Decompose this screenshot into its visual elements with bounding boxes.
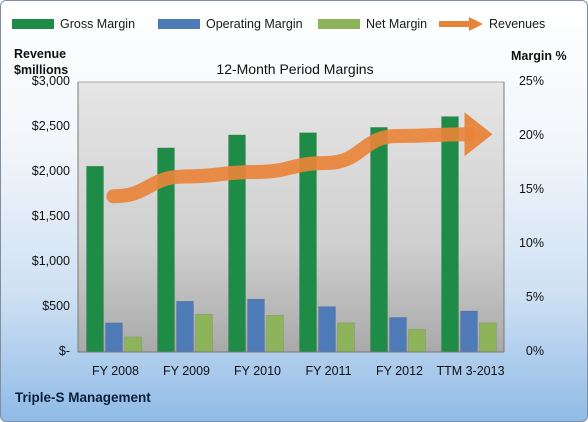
legend-item-net-margin: Net Margin bbox=[318, 14, 427, 34]
right-tick-label-3: 15% bbox=[518, 182, 544, 196]
bar-operating-margin-1 bbox=[176, 300, 194, 353]
bar-net-margin-5 bbox=[479, 322, 497, 353]
bar-operating-margin-5 bbox=[460, 310, 478, 353]
legend-label-net-margin: Net Margin bbox=[366, 17, 428, 31]
legend-swatch-net-margin bbox=[318, 19, 360, 29]
bar-net-margin-2 bbox=[266, 315, 284, 353]
bar-operating-margin-2 bbox=[247, 298, 265, 353]
revenues-arrowhead bbox=[464, 112, 493, 157]
bar-operating-margin-4 bbox=[389, 317, 407, 353]
left-axis-title-line2: $millions bbox=[14, 63, 69, 77]
right-tick-label-2: 10% bbox=[518, 236, 544, 250]
chart-legend: Gross Margin Operating Margin Net Margin… bbox=[1, 14, 587, 34]
legend-label-operating-margin: Operating Margin bbox=[206, 17, 303, 31]
legend-item-gross-margin: Gross Margin bbox=[12, 14, 135, 34]
bar-net-margin-4 bbox=[408, 329, 426, 353]
right-tick-label-4: 20% bbox=[518, 128, 544, 142]
bar-gross-margin-0 bbox=[86, 165, 104, 353]
right-tick-label-1: 5% bbox=[525, 290, 544, 304]
left-tick-label-3: $1,500 bbox=[31, 209, 70, 223]
bar-net-margin-0 bbox=[124, 336, 142, 353]
right-tick-label-0: 0% bbox=[525, 344, 544, 358]
right-axis-title: Margin % bbox=[511, 49, 567, 63]
legend-arrow-revenues bbox=[439, 17, 483, 31]
left-tick-label-2: $1,000 bbox=[31, 254, 70, 268]
legend-swatch-operating-margin bbox=[158, 19, 200, 29]
chart-title: 12-Month Period Margins bbox=[216, 61, 374, 77]
right-tick-label-5: 25% bbox=[518, 74, 544, 88]
left-tick-label-6: $3,000 bbox=[31, 74, 70, 88]
left-tick-label-1: $500 bbox=[42, 299, 70, 313]
x-tick-label-4: FY 2012 bbox=[375, 364, 424, 378]
left-axis-title: Revenue $millions bbox=[14, 46, 68, 78]
x-tick-label-5: TTM 3-2013 bbox=[436, 364, 505, 378]
bar-net-margin-1 bbox=[195, 313, 213, 353]
x-tick-label-0: FY 2008 bbox=[91, 364, 140, 378]
legend-label-gross-margin: Gross Margin bbox=[60, 17, 136, 31]
x-tick-label-3: FY 2011 bbox=[305, 364, 352, 378]
legend-item-operating-margin: Operating Margin bbox=[158, 14, 303, 34]
bar-gross-margin-4 bbox=[370, 127, 388, 353]
legend-label-revenues: Revenues bbox=[489, 17, 546, 31]
left-tick-label-4: $2,000 bbox=[31, 164, 70, 178]
x-tick-label-2: FY 2010 bbox=[233, 364, 282, 378]
legend-item-revenues: Revenues bbox=[439, 14, 545, 34]
bar-operating-margin-0 bbox=[105, 322, 123, 353]
x-tick-label-1: FY 2009 bbox=[162, 364, 211, 378]
bar-gross-margin-5 bbox=[441, 116, 459, 353]
bar-operating-margin-3 bbox=[318, 306, 336, 353]
left-tick-label-0: $- bbox=[58, 344, 70, 358]
revenues-line bbox=[106, 127, 476, 204]
bar-net-margin-3 bbox=[337, 322, 355, 353]
left-tick-label-5: $2,500 bbox=[31, 119, 70, 133]
legend-swatch-gross-margin bbox=[12, 19, 54, 29]
company-name: Triple-S Management bbox=[15, 390, 151, 405]
plot-background bbox=[77, 81, 505, 353]
left-axis-title-line1: Revenue bbox=[14, 47, 67, 61]
